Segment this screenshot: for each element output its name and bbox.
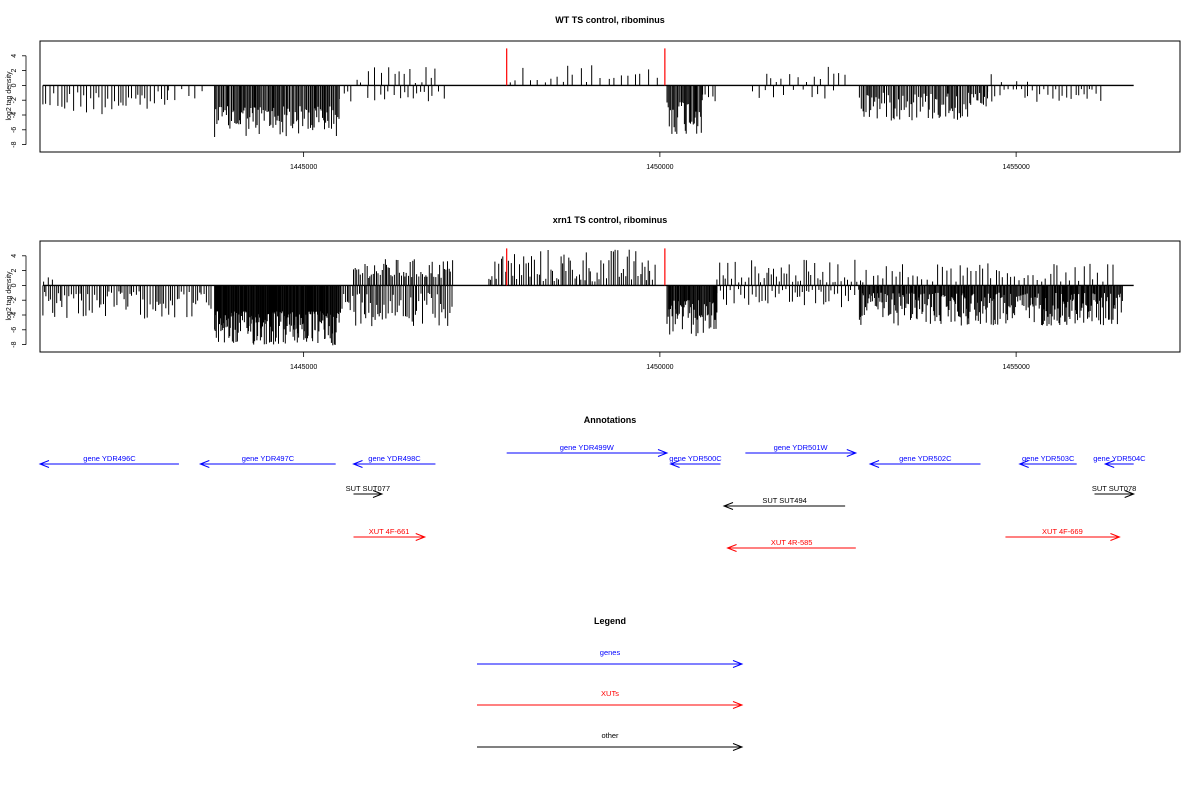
feature-label: gene YDR501W <box>774 443 829 452</box>
density-bars <box>42 249 1123 346</box>
y-tick-label: -6 <box>11 127 18 133</box>
feature-label: SUT SUT077 <box>346 484 390 493</box>
arrow-head <box>732 701 744 709</box>
y-tick-label: 0 <box>11 283 18 287</box>
annotation-feature: gene YDR496C <box>38 454 179 468</box>
boundary-markers <box>506 48 666 86</box>
y-tick-label: -2 <box>11 297 18 303</box>
x-axis-ticks: 1445000 1450000 1455000 <box>290 152 1030 171</box>
y-tick-label: 4 <box>11 54 18 58</box>
arrow-head <box>1018 460 1029 468</box>
annotation-feature: XUT 4F-669 <box>1005 527 1121 541</box>
arrow-head <box>1103 460 1115 468</box>
y-tick-label: -2 <box>11 97 18 103</box>
feature-label: XUT 4F-661 <box>369 527 410 536</box>
annotation-feature: SUT SUT077 <box>346 484 390 498</box>
boundary-markers <box>506 248 666 286</box>
x-tick-label: 1450000 <box>646 364 673 371</box>
arrow-head <box>352 460 363 468</box>
feature-label: gene YDR499W <box>560 443 615 452</box>
y-axis-ticks: -8 -6 -4 -2 0 2 4 <box>11 254 27 348</box>
annotation-feature: gene YDR503C <box>1018 454 1077 468</box>
plot-frame <box>39 240 1181 353</box>
annotation-feature: gene YDR498C <box>352 454 436 468</box>
legend-item: genes <box>477 648 744 668</box>
annotation-features: gene YDR496C gene YDR497C gene YDR498C gene… <box>38 443 1146 552</box>
y-tick-label: 0 <box>11 83 18 87</box>
annotation-feature: gene YDR501W <box>745 443 858 457</box>
arrow-head <box>372 490 384 498</box>
arrow-head <box>846 449 858 457</box>
arrow-head <box>722 502 734 510</box>
y-axis-label: log2 tag density <box>6 271 13 321</box>
legend: Legend genes XUTs other <box>477 616 744 751</box>
feature-label: XUT 4F-669 <box>1042 527 1083 536</box>
y-axis-label: log2 tag density <box>6 71 13 121</box>
x-tick-label: 1450000 <box>646 164 673 171</box>
plot-frame <box>39 40 1181 153</box>
legend-item: other <box>477 731 744 751</box>
annotation-feature: gene YDR502C <box>868 454 981 468</box>
annotation-feature: gene YDR499W <box>506 443 669 457</box>
x-tick-label: 1445000 <box>290 364 317 371</box>
arrow-head <box>198 460 210 468</box>
annotation-feature: XUT 4R-585 <box>726 538 856 552</box>
feature-label: gene YDR500C <box>669 454 722 463</box>
legend-label: XUTs <box>601 689 619 698</box>
density-bars <box>42 65 1102 137</box>
annotations-title: Annotations <box>584 415 637 425</box>
y-tick-label: -4 <box>11 112 18 118</box>
y-tick-label: -8 <box>11 141 18 147</box>
x-tick-label: 1445000 <box>290 164 317 171</box>
panel-title: WT TS control, ribominus <box>555 15 665 25</box>
legend-items: genes XUTs other <box>477 648 744 751</box>
feature-label: gene YDR502C <box>899 454 952 463</box>
panel-title: xrn1 TS control, ribominus <box>553 215 668 225</box>
feature-label: SUT SUT078 <box>1092 484 1136 493</box>
y-tick-label: 2 <box>11 269 18 273</box>
arrow-head <box>726 544 737 552</box>
y-tick-label: -8 <box>11 341 18 347</box>
arrow-head <box>669 460 680 468</box>
feature-label: gene YDR498C <box>368 454 421 463</box>
xrn1-density-panel: xrn1 TS control, ribominus log2 tag dens… <box>6 215 1181 371</box>
annotation-feature: SUT SUT078 <box>1092 484 1136 498</box>
legend-label: other <box>601 731 619 740</box>
feature-label: SUT SUT494 <box>762 496 806 505</box>
arrow-head <box>1124 490 1136 498</box>
annotation-feature: gene YDR500C <box>669 454 722 468</box>
annotation-feature: XUT 4F-661 <box>353 527 427 541</box>
arrow-head <box>868 460 880 468</box>
arrow-head <box>1110 533 1121 541</box>
y-tick-label: -4 <box>11 312 18 318</box>
legend-item: XUTs <box>477 689 744 709</box>
annotation-feature: SUT SUT494 <box>722 496 846 510</box>
arrow-head <box>657 449 669 457</box>
wt-density-panel: WT TS control, ribominus log2 tag densit… <box>6 15 1181 171</box>
arrow-head <box>732 660 744 668</box>
annotation-feature: gene YDR497C <box>198 454 336 468</box>
y-axis-ticks: -8 -6 -4 -2 0 2 4 <box>11 54 27 148</box>
x-tick-label: 1455000 <box>1002 164 1029 171</box>
feature-label: XUT 4R-585 <box>771 538 813 547</box>
legend-label: genes <box>600 648 621 657</box>
x-axis-ticks: 1445000 1450000 1455000 <box>290 352 1030 371</box>
arrow-head <box>732 743 744 751</box>
annotation-track: Annotations gene YDR496C gene YDR497C gene… <box>38 415 1146 552</box>
y-tick-label: -6 <box>11 327 18 333</box>
x-tick-label: 1455000 <box>1002 364 1029 371</box>
feature-label: gene YDR497C <box>242 454 295 463</box>
arrow-head <box>38 460 50 468</box>
feature-label: gene YDR496C <box>83 454 136 463</box>
feature-label: gene YDR503C <box>1022 454 1075 463</box>
annotation-feature: gene YDR504C <box>1093 454 1146 468</box>
legend-title: Legend <box>594 616 626 626</box>
y-tick-label: 2 <box>11 69 18 73</box>
y-tick-label: 4 <box>11 254 18 258</box>
feature-label: gene YDR504C <box>1093 454 1146 463</box>
arrow-head <box>415 533 427 541</box>
